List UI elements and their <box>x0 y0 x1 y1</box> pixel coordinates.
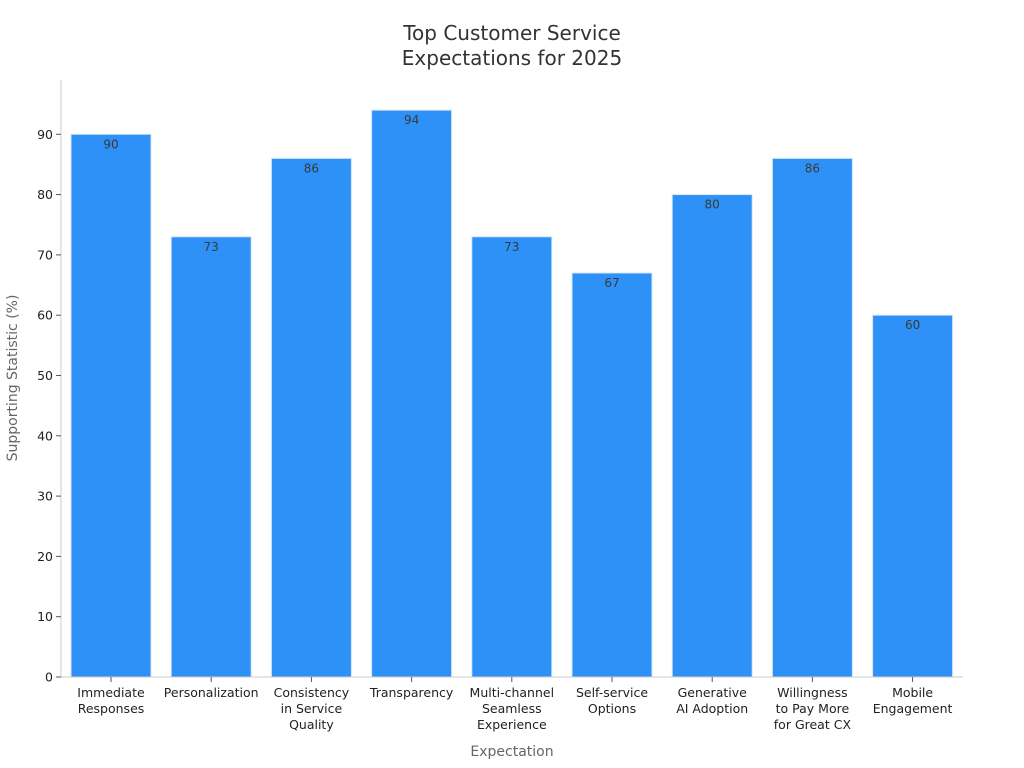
x-tick-label: Options <box>588 701 636 716</box>
x-tick-label: Immediate <box>77 685 145 700</box>
data-label: 86 <box>304 161 319 175</box>
x-tick-label: Transparency <box>369 685 454 700</box>
data-label: 60 <box>905 318 920 332</box>
data-labels-group: 90 73 86 94 73 67 80 86 60 <box>103 113 920 332</box>
x-tick-label: in Service <box>281 701 343 716</box>
x-tick-label: Mobile <box>892 685 933 700</box>
x-tick-label: Generative <box>678 685 748 700</box>
data-label: 73 <box>504 240 519 254</box>
y-tick-label: 80 <box>37 187 53 202</box>
x-tick-label: Seamless <box>482 701 542 716</box>
x-tick-label: Experience <box>477 717 547 732</box>
data-label: 86 <box>805 161 820 175</box>
data-label: 67 <box>604 276 619 290</box>
x-tick-label: Self-service <box>576 685 648 700</box>
x-tick-label: to Pay More <box>776 701 850 716</box>
x-tick-label: Personalization <box>164 685 259 700</box>
bar <box>270 157 352 678</box>
y-tick-label: 20 <box>37 549 53 564</box>
bar <box>170 236 252 678</box>
data-label: 94 <box>404 113 419 127</box>
y-axis-title: Supporting Statistic (%) <box>5 295 21 462</box>
data-label: 90 <box>103 137 118 151</box>
y-tick-label: 40 <box>37 428 53 443</box>
y-tick-label: 10 <box>37 609 53 624</box>
x-tick-label: Multi-channel <box>470 685 555 700</box>
x-tick-label: AI Adoption <box>676 701 748 716</box>
y-tick-label: 70 <box>37 247 53 262</box>
data-label: 80 <box>705 198 720 212</box>
x-axis-title: Expectation <box>470 744 553 760</box>
x-tick-label: Consistency <box>274 685 350 700</box>
x-tick-label: Responses <box>78 701 145 716</box>
y-tick-label: 60 <box>37 308 53 323</box>
y-tick-label: 0 <box>45 670 53 685</box>
chart-title-line: Expectations for 2025 <box>402 46 622 70</box>
x-tick-label: Engagement <box>873 701 953 716</box>
y-axis: 0 10 20 30 40 50 60 70 80 90 <box>37 80 62 685</box>
y-tick-label: 90 <box>37 127 53 142</box>
bar <box>471 236 553 678</box>
bar <box>671 194 753 678</box>
bars-group <box>70 109 954 678</box>
y-tick-label: 50 <box>37 368 53 383</box>
chart-title-line: Top Customer Service <box>402 21 621 45</box>
x-tick-label: for Great CX <box>774 717 852 732</box>
y-tick-label: 30 <box>37 489 53 504</box>
bar <box>70 133 152 678</box>
data-label: 73 <box>204 240 219 254</box>
bar <box>872 314 954 678</box>
x-tick-label: Willingness <box>777 685 847 700</box>
bar <box>371 109 453 678</box>
x-tick-label: Quality <box>289 717 334 732</box>
bar <box>771 157 853 678</box>
bar <box>571 272 653 678</box>
